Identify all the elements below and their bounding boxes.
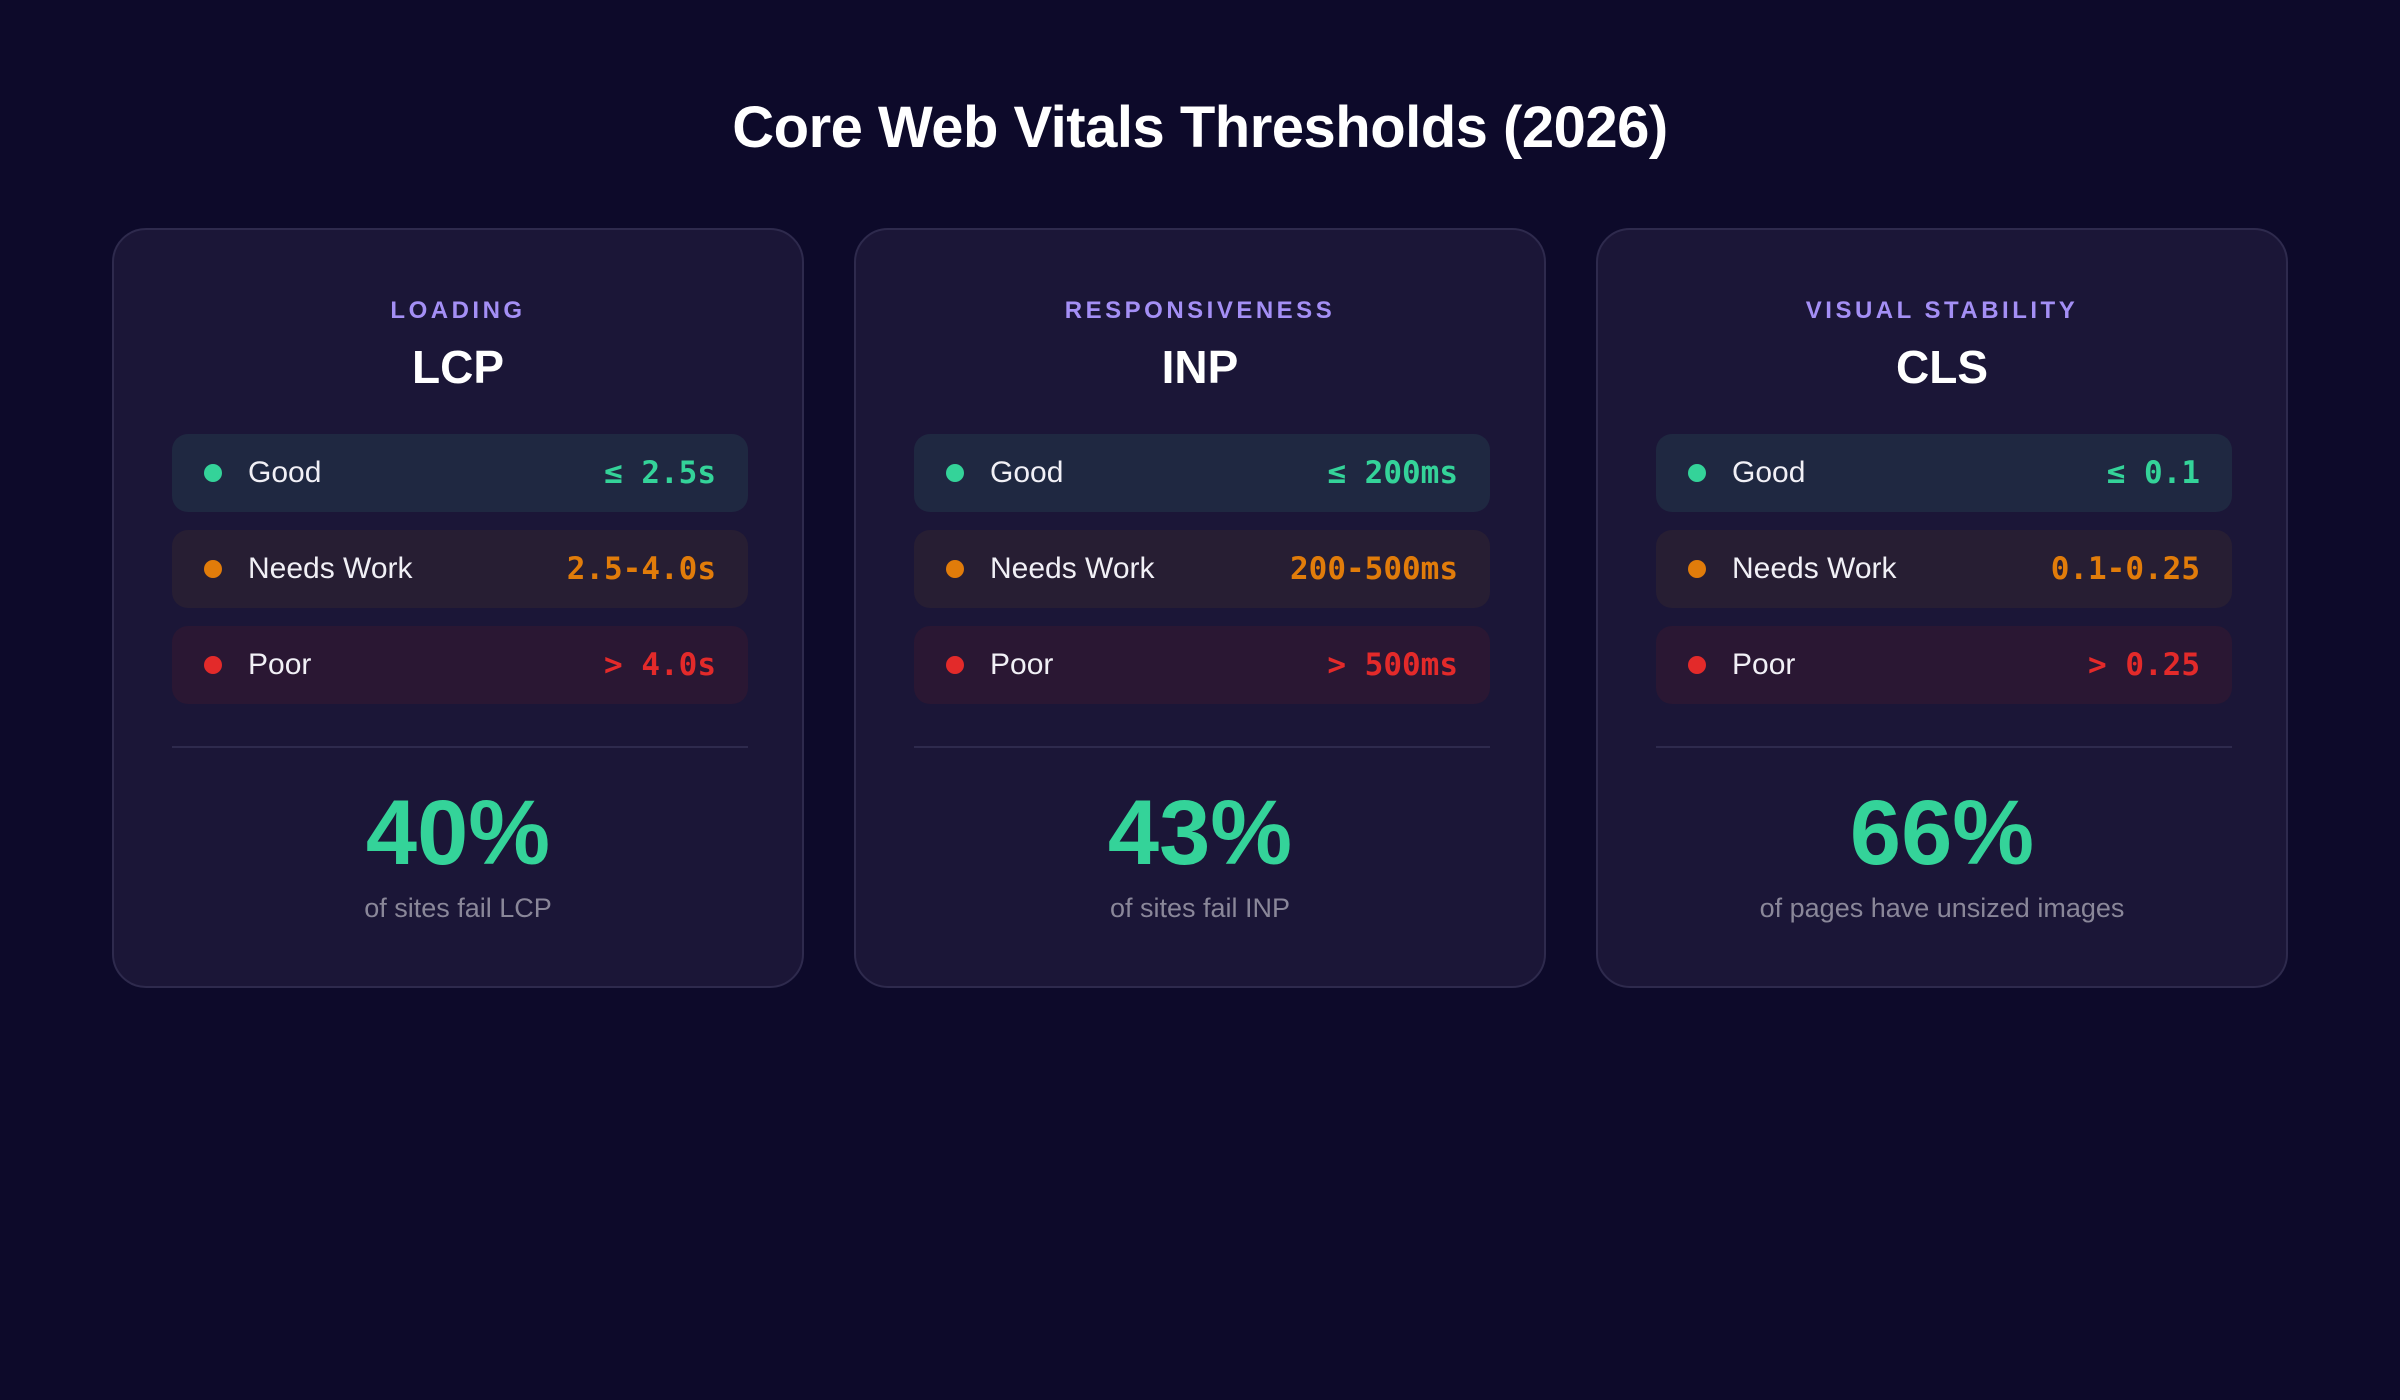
card-metric: CLS <box>1896 341 1988 393</box>
threshold-value: > 500ms <box>1327 647 1458 683</box>
threshold-label: Good <box>990 456 1064 489</box>
threshold-row-good: Good ≤ 200ms <box>914 434 1490 512</box>
vitals-cards: LOADING LCP Good ≤ 2.5s Needs Work 2.5-4… <box>112 228 2288 990</box>
threshold-label: Needs Work <box>990 552 1155 585</box>
card-metric: INP <box>1161 341 1239 393</box>
card-divider <box>914 746 1490 748</box>
threshold-value: ≤ 0.1 <box>2106 455 2200 491</box>
threshold-row-needs-work: Needs Work 0.1-0.25 <box>1656 530 2232 608</box>
failure-stat-caption: of sites fail INP <box>1109 893 1291 923</box>
threshold-label: Good <box>248 456 322 489</box>
threshold-value: 2.5-4.0s <box>566 551 716 587</box>
threshold-list: Good ≤ 2.5s Needs Work 2.5-4.0s Poor > 4… <box>172 434 748 722</box>
poor-status-dot-icon <box>204 656 222 674</box>
poor-status-dot-icon <box>1688 656 1706 674</box>
threshold-value: 0.1-0.25 <box>2050 551 2200 587</box>
threshold-list: Good ≤ 0.1 Needs Work 0.1-0.25 Poor > 0.… <box>1656 434 2232 722</box>
card-cls: VISUAL STABILITY CLS Good ≤ 0.1 Needs Wo… <box>1596 228 2288 988</box>
failure-stat-caption: of sites fail LCP <box>364 893 552 923</box>
threshold-row-needs-work: Needs Work 200-500ms <box>914 530 1490 608</box>
failure-stat-caption: of pages have unsized images <box>1759 893 2125 923</box>
failure-stat: 40% <box>365 782 551 884</box>
card-category: LOADING <box>390 297 526 324</box>
good-status-dot-icon <box>204 464 222 482</box>
needs-work-status-dot-icon <box>204 560 222 578</box>
card-lcp: LOADING LCP Good ≤ 2.5s Needs Work 2.5-4… <box>112 228 804 988</box>
failure-stat: 66% <box>1849 782 2035 884</box>
card-divider <box>172 746 748 748</box>
threshold-label: Needs Work <box>248 552 413 585</box>
threshold-row-good: Good ≤ 2.5s <box>172 434 748 512</box>
threshold-value: 200-500ms <box>1290 551 1458 587</box>
threshold-value: ≤ 2.5s <box>604 455 716 491</box>
card-divider <box>1656 746 2232 748</box>
threshold-label: Needs Work <box>1732 552 1897 585</box>
page-title: Core Web Vitals Thresholds (2026) <box>732 95 1668 160</box>
threshold-value: > 4.0s <box>604 647 716 683</box>
good-status-dot-icon <box>946 464 964 482</box>
needs-work-status-dot-icon <box>946 560 964 578</box>
threshold-row-good: Good ≤ 0.1 <box>1656 434 2232 512</box>
failure-stat: 43% <box>1107 782 1293 884</box>
threshold-row-poor: Poor > 0.25 <box>1656 626 2232 704</box>
threshold-row-poor: Poor > 500ms <box>914 626 1490 704</box>
threshold-value: > 0.25 <box>2088 647 2200 683</box>
threshold-label: Poor <box>1732 648 1796 681</box>
threshold-label: Poor <box>990 648 1054 681</box>
threshold-row-needs-work: Needs Work 2.5-4.0s <box>172 530 748 608</box>
needs-work-status-dot-icon <box>1688 560 1706 578</box>
threshold-list: Good ≤ 200ms Needs Work 200-500ms Poor >… <box>914 434 1490 722</box>
card-category: VISUAL STABILITY <box>1805 297 2079 324</box>
threshold-label: Good <box>1732 456 1806 489</box>
poor-status-dot-icon <box>946 656 964 674</box>
threshold-label: Poor <box>248 648 312 681</box>
threshold-value: ≤ 200ms <box>1327 455 1458 491</box>
card-category: RESPONSIVENESS <box>1064 297 1336 324</box>
threshold-row-poor: Poor > 4.0s <box>172 626 748 704</box>
good-status-dot-icon <box>1688 464 1706 482</box>
card-inp: RESPONSIVENESS INP Good ≤ 200ms Needs Wo… <box>854 228 1546 988</box>
card-metric: LCP <box>412 341 504 393</box>
